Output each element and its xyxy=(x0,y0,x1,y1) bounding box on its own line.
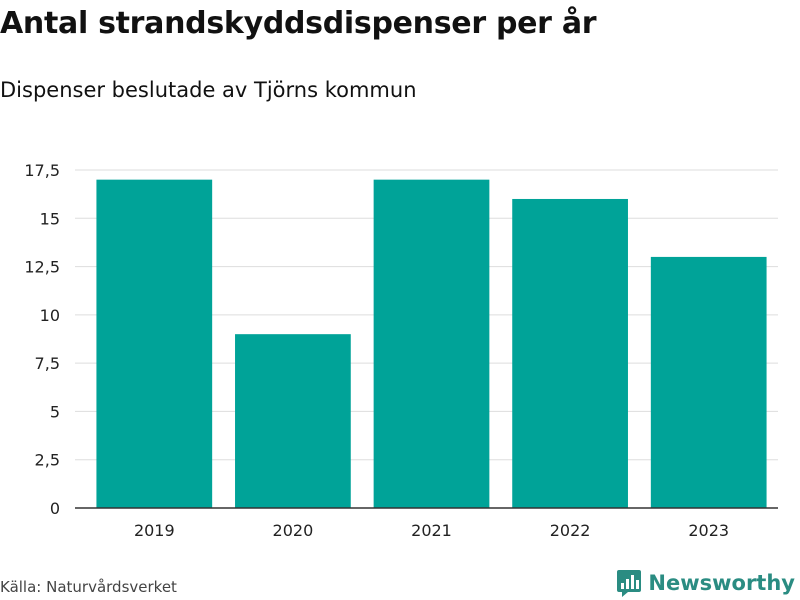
chart-title: Antal strandskyddsdispenser per år xyxy=(0,6,597,41)
bar xyxy=(373,179,490,508)
brand: Newsworthy xyxy=(616,568,795,598)
source-note: Källa: Naturvårdsverket xyxy=(0,578,177,596)
y-tick-label: 7,5 xyxy=(35,354,60,373)
x-tick-label: 2019 xyxy=(134,521,175,540)
brand-name: Newsworthy xyxy=(648,571,795,595)
y-tick-label: 12,5 xyxy=(24,258,60,277)
y-tick-label: 10 xyxy=(40,306,60,325)
y-tick-label: 5 xyxy=(50,402,60,421)
newsworthy-logo-icon xyxy=(617,570,642,597)
x-tick-label: 2023 xyxy=(688,521,729,540)
chart-subtitle: Dispenser beslutade av Tjörns kommun xyxy=(0,78,417,102)
y-tick-label: 0 xyxy=(50,499,60,518)
y-tick-label: 2,5 xyxy=(35,451,60,470)
x-tick-label: 2021 xyxy=(411,521,452,540)
y-tick-label: 15 xyxy=(40,209,60,228)
bar xyxy=(235,334,351,508)
bar xyxy=(96,179,213,508)
y-tick-label: 17,5 xyxy=(24,161,60,180)
x-tick-label: 2020 xyxy=(273,521,314,540)
x-tick-label: 2022 xyxy=(550,521,591,540)
bar xyxy=(512,198,628,508)
bar-chart: 0 2,5 5 7,5 10 12,5 15 17,5 2019 2020 2021 2022 2023 xyxy=(24,161,778,540)
bar xyxy=(650,256,767,508)
